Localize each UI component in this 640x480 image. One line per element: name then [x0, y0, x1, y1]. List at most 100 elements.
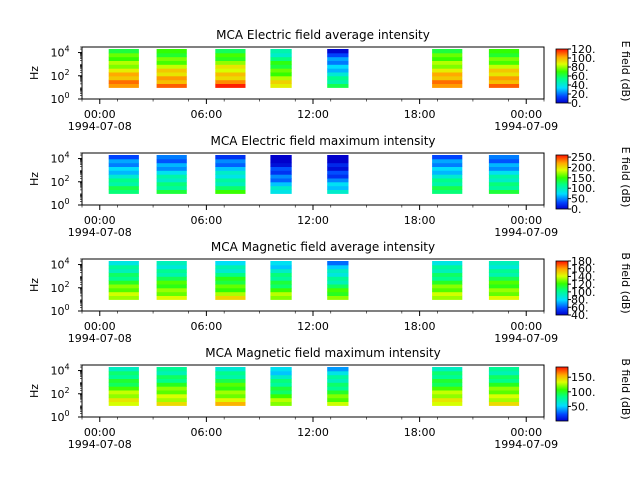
- spectrogram-cell: [270, 49, 292, 54]
- spectrogram-cell: [488, 261, 520, 266]
- spectrogram-cell: [488, 79, 520, 84]
- spectrogram-cell: [270, 386, 292, 391]
- spectrogram-cell: [488, 401, 520, 406]
- spectrogram-cell: [270, 83, 292, 88]
- y-axis-label: Hz: [28, 172, 41, 186]
- spectrogram-cell: [432, 393, 463, 399]
- spectrogram-cell: [156, 83, 187, 88]
- spectrogram-cell: [327, 378, 349, 383]
- spectrogram-cell: [488, 370, 520, 376]
- spectrogram-cell: [432, 79, 463, 84]
- spectrogram-cell: [327, 386, 349, 391]
- y-tick-label: 104: [50, 45, 69, 60]
- spectrogram-cell: [327, 268, 349, 273]
- spectrogram-cell: [327, 166, 349, 171]
- spectrogram-cell: [215, 295, 246, 300]
- spectrogram-cell: [156, 295, 187, 300]
- spectrogram-cell: [215, 374, 246, 379]
- colorbar: 50.100. 150. B field (dB): [555, 358, 632, 422]
- colorbar-tick-label: 20.: [571, 88, 589, 101]
- spectrogram-cell: [432, 291, 463, 296]
- colorbar-label: E field (dB): [619, 41, 632, 102]
- spectrogram-cell: [108, 401, 139, 406]
- spectrogram-cell: [488, 49, 520, 54]
- spectrogram-cell: [327, 185, 349, 190]
- spectrogram-cell: [327, 295, 349, 300]
- x-tick-time-label: 00:00: [84, 320, 116, 333]
- spectrogram-cell: [215, 60, 246, 65]
- spectrogram-cell: [156, 390, 187, 395]
- spectrogram-cell: [488, 374, 520, 379]
- spectrogram-block: [108, 155, 139, 194]
- spectrogram-cell: [108, 75, 139, 81]
- spectrogram-cell: [432, 268, 463, 273]
- spectrogram-block: [156, 367, 187, 406]
- spectrogram-block: [488, 367, 520, 406]
- spectrogram-cell: [327, 401, 349, 406]
- spectrogram-cell: [156, 181, 187, 187]
- colorbar-tick-label: 150.: [571, 371, 596, 384]
- spectrogram-cell: [215, 272, 246, 277]
- x-tick-date-label: 1994-07-09: [494, 120, 558, 133]
- spectrogram-cell: [432, 295, 463, 300]
- spectrogram-cell: [156, 72, 187, 77]
- spectrogram-cell: [270, 155, 292, 160]
- x-tick-time-label: 00:00: [510, 320, 542, 333]
- spectrogram-cell: [432, 162, 463, 167]
- spectrogram-cell: [488, 276, 520, 281]
- colorbar-tick-label: 40.: [571, 79, 589, 92]
- spectrogram-cell: [156, 56, 187, 61]
- spectrogram-cell: [488, 382, 520, 387]
- spectrogram-cell: [108, 83, 139, 88]
- spectrogram-cell: [488, 268, 520, 273]
- spectrogram-cell: [215, 162, 246, 167]
- spectrogram-cell: [488, 390, 520, 395]
- spectrogram-cell: [432, 272, 463, 277]
- spectrogram-cell: [108, 49, 139, 54]
- colorbar-tick-label: 40.: [571, 309, 589, 322]
- spectrogram-cell: [327, 72, 349, 77]
- spectrogram-cell: [488, 367, 520, 372]
- spectrogram-cell: [488, 287, 520, 293]
- spectrogram-cell: [432, 280, 463, 285]
- spectrogram-cell: [488, 264, 520, 270]
- colorbar-frame: [555, 260, 569, 316]
- spectrogram-cell: [215, 287, 246, 293]
- spectrogram-cell: [327, 60, 349, 65]
- spectrogram-cell: [156, 367, 187, 372]
- spectrogram-cell: [327, 370, 349, 376]
- spectrogram-cell: [215, 401, 246, 406]
- spectrogram-cell: [156, 49, 187, 54]
- x-tick-time-label: 18:00: [404, 214, 436, 227]
- spectrogram-cell: [215, 79, 246, 84]
- spectrogram-cell: [156, 386, 187, 391]
- spectrogram-cell: [108, 261, 139, 266]
- spectrogram-cell: [270, 185, 292, 190]
- spectrogram-cell: [488, 178, 520, 183]
- spectrogram-cell: [156, 68, 187, 73]
- spectrogram-cell: [327, 158, 349, 164]
- colorbar-tick-label: 100.: [571, 286, 596, 299]
- spectrogram-cell: [327, 272, 349, 277]
- spectrogram-cell: [270, 166, 292, 171]
- spectrogram-cell: [270, 284, 292, 289]
- y-tick-label: 100: [50, 197, 69, 212]
- spectrogram-cell: [108, 272, 139, 277]
- spectrogram-cell: [488, 170, 520, 175]
- spectrogram-cell: [108, 189, 139, 194]
- spectrogram-cell: [327, 162, 349, 167]
- spectrogram-cell: [488, 83, 520, 88]
- spectrogram-cell: [156, 60, 187, 65]
- spectrogram-cell: [270, 52, 292, 58]
- spectrogram-cell: [108, 155, 139, 160]
- spectrogram-block: [156, 155, 187, 194]
- spectrogram-cell: [108, 56, 139, 61]
- spectrogram-cell: [215, 276, 246, 281]
- spectrogram-cell: [156, 287, 187, 293]
- spectrogram-cell: [215, 378, 246, 383]
- spectrogram-cell: [270, 174, 292, 179]
- x-tick-time-label: 12:00: [297, 320, 329, 333]
- spectrogram-cell: [215, 155, 246, 160]
- spectrogram-cell: [270, 261, 292, 266]
